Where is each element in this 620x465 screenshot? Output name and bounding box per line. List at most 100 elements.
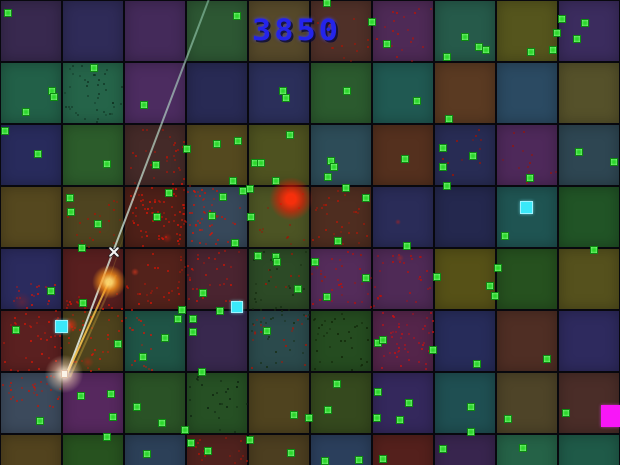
green-target[interactable]: [526, 174, 534, 182]
green-target[interactable]: [47, 287, 55, 295]
green-target[interactable]: [494, 264, 502, 272]
green-target[interactable]: [445, 115, 453, 123]
green-target[interactable]: [549, 46, 557, 54]
green-target[interactable]: [234, 137, 242, 145]
green-target[interactable]: [4, 9, 12, 17]
green-target[interactable]: [342, 184, 350, 192]
green-target[interactable]: [204, 447, 212, 455]
green-target[interactable]: [103, 433, 111, 441]
green-target[interactable]: [482, 46, 490, 54]
green-target[interactable]: [491, 292, 499, 300]
green-target[interactable]: [439, 144, 447, 152]
green-target[interactable]: [467, 428, 475, 436]
green-target[interactable]: [94, 220, 102, 228]
green-target[interactable]: [263, 327, 271, 335]
green-target[interactable]: [140, 101, 148, 109]
green-target[interactable]: [22, 108, 30, 116]
green-target[interactable]: [286, 131, 294, 139]
green-target[interactable]: [383, 40, 391, 48]
green-target[interactable]: [254, 252, 262, 260]
green-target[interactable]: [581, 19, 589, 27]
green-target[interactable]: [189, 315, 197, 323]
green-target[interactable]: [158, 419, 166, 427]
green-target[interactable]: [181, 426, 189, 434]
green-target[interactable]: [439, 163, 447, 171]
green-target[interactable]: [527, 48, 535, 56]
green-target[interactable]: [433, 273, 441, 281]
green-target[interactable]: [501, 232, 509, 240]
green-target[interactable]: [143, 450, 151, 458]
crosshair-cursor[interactable]: [107, 244, 121, 258]
green-target[interactable]: [362, 274, 370, 282]
green-target[interactable]: [374, 388, 382, 396]
green-target[interactable]: [575, 148, 583, 156]
green-target[interactable]: [323, 0, 331, 7]
green-target[interactable]: [233, 12, 241, 20]
green-target[interactable]: [1, 127, 9, 135]
green-target[interactable]: [114, 340, 122, 348]
green-target[interactable]: [467, 403, 475, 411]
green-target[interactable]: [290, 411, 298, 419]
green-target[interactable]: [413, 97, 421, 105]
green-target[interactable]: [330, 163, 338, 171]
green-target[interactable]: [334, 237, 342, 245]
green-target[interactable]: [66, 194, 74, 202]
green-target[interactable]: [273, 258, 281, 266]
green-target[interactable]: [519, 444, 527, 452]
green-target[interactable]: [109, 413, 117, 421]
cyan-pickup[interactable]: [520, 201, 533, 214]
green-target[interactable]: [343, 87, 351, 95]
green-target[interactable]: [90, 64, 98, 72]
green-target[interactable]: [405, 399, 413, 407]
green-target[interactable]: [443, 182, 451, 190]
magenta-pickup[interactable]: [601, 405, 620, 427]
green-target[interactable]: [139, 353, 147, 361]
green-target[interactable]: [246, 436, 254, 444]
green-target[interactable]: [590, 246, 598, 254]
green-target[interactable]: [362, 194, 370, 202]
green-target[interactable]: [461, 33, 469, 41]
green-target[interactable]: [107, 390, 115, 398]
green-target[interactable]: [246, 185, 254, 193]
green-target[interactable]: [183, 145, 191, 153]
green-target[interactable]: [443, 53, 451, 61]
green-target[interactable]: [229, 177, 237, 185]
green-target[interactable]: [469, 152, 477, 160]
green-target[interactable]: [247, 213, 255, 221]
green-target[interactable]: [379, 455, 387, 463]
green-target[interactable]: [373, 414, 381, 422]
green-target[interactable]: [396, 416, 404, 424]
green-target[interactable]: [198, 368, 206, 376]
green-target[interactable]: [355, 456, 363, 464]
cyan-pickup[interactable]: [55, 320, 68, 333]
green-target[interactable]: [573, 35, 581, 43]
green-target[interactable]: [294, 285, 302, 293]
green-target[interactable]: [553, 29, 561, 37]
green-target[interactable]: [558, 15, 566, 23]
green-target[interactable]: [161, 334, 169, 342]
green-target[interactable]: [187, 439, 195, 447]
green-target[interactable]: [152, 161, 160, 169]
green-target[interactable]: [178, 306, 186, 314]
green-target[interactable]: [219, 193, 227, 201]
green-target[interactable]: [79, 299, 87, 307]
green-target[interactable]: [543, 355, 551, 363]
green-target[interactable]: [174, 315, 182, 323]
green-target[interactable]: [486, 282, 494, 290]
green-target[interactable]: [216, 307, 224, 315]
green-target[interactable]: [403, 242, 411, 250]
green-target[interactable]: [103, 160, 111, 168]
green-target[interactable]: [231, 239, 239, 247]
green-target[interactable]: [133, 403, 141, 411]
green-target[interactable]: [199, 289, 207, 297]
green-target[interactable]: [333, 380, 341, 388]
green-target[interactable]: [78, 244, 86, 252]
green-target[interactable]: [324, 406, 332, 414]
green-target[interactable]: [305, 414, 313, 422]
green-target[interactable]: [67, 208, 75, 216]
green-target[interactable]: [439, 445, 447, 453]
green-target[interactable]: [213, 140, 221, 148]
green-target[interactable]: [311, 258, 319, 266]
green-target[interactable]: [208, 212, 216, 220]
